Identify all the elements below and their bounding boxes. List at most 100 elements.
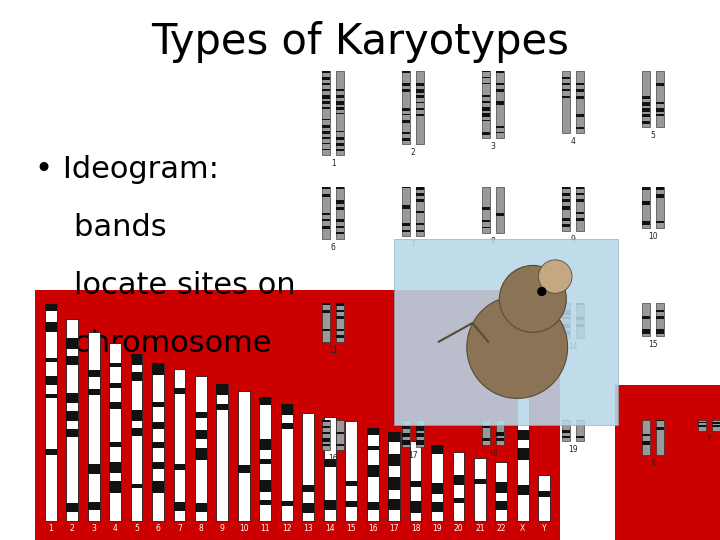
Bar — [336, 206, 343, 210]
Bar — [35, 290, 560, 540]
Bar — [562, 199, 570, 202]
Bar — [562, 90, 570, 91]
Text: 19: 19 — [432, 524, 442, 533]
Bar — [88, 370, 99, 377]
Bar — [346, 421, 357, 521]
Bar — [415, 427, 423, 430]
Bar — [45, 358, 57, 362]
Bar — [238, 465, 250, 472]
Text: 18: 18 — [411, 524, 420, 533]
Bar — [366, 502, 379, 510]
Bar — [415, 199, 423, 202]
Bar — [495, 71, 503, 72]
Text: chromosome: chromosome — [35, 329, 271, 358]
Bar — [656, 102, 664, 104]
Bar — [415, 187, 423, 190]
Bar — [562, 303, 570, 339]
Bar — [642, 102, 650, 106]
Text: 17: 17 — [408, 451, 418, 460]
Bar — [336, 310, 343, 312]
Bar — [152, 362, 164, 375]
Bar — [130, 428, 143, 436]
Bar — [642, 420, 650, 455]
Text: 13: 13 — [303, 524, 313, 533]
Bar — [388, 432, 400, 442]
Bar — [402, 224, 410, 226]
Bar — [259, 397, 271, 521]
Bar — [642, 114, 650, 117]
Bar — [322, 187, 330, 239]
Bar — [517, 376, 528, 521]
Bar — [562, 318, 570, 319]
Bar — [88, 502, 99, 510]
Bar — [495, 482, 508, 494]
Text: 21: 21 — [475, 524, 485, 533]
Bar — [109, 383, 121, 388]
Bar — [152, 402, 164, 407]
Bar — [88, 389, 99, 395]
Bar — [410, 441, 421, 521]
Bar — [322, 219, 330, 221]
Bar — [482, 119, 490, 122]
Bar — [656, 316, 664, 320]
Bar — [698, 426, 706, 427]
Bar — [130, 484, 143, 488]
Text: 5: 5 — [651, 131, 656, 140]
Bar — [336, 335, 343, 338]
Text: • Ideogram:: • Ideogram: — [35, 155, 219, 184]
Bar — [482, 107, 490, 111]
Bar — [402, 132, 410, 134]
Bar — [642, 221, 650, 225]
Bar — [656, 83, 664, 86]
Bar — [336, 94, 343, 98]
Bar — [517, 376, 528, 385]
Bar — [562, 71, 570, 133]
Text: 4: 4 — [112, 524, 117, 533]
Bar — [482, 101, 490, 103]
Bar — [656, 329, 664, 334]
Bar — [402, 420, 410, 447]
Bar — [615, 385, 720, 540]
Bar — [495, 420, 503, 444]
Bar — [322, 303, 330, 305]
Text: 9: 9 — [571, 234, 575, 244]
Text: 16: 16 — [328, 454, 338, 463]
Bar — [482, 95, 490, 97]
Bar — [453, 475, 464, 485]
Bar — [322, 420, 330, 422]
Bar — [322, 137, 330, 139]
Bar — [402, 205, 410, 209]
Bar — [482, 426, 490, 428]
Bar — [415, 230, 423, 232]
Bar — [642, 120, 650, 124]
Bar — [402, 107, 410, 111]
Bar — [415, 187, 423, 235]
Text: 5: 5 — [134, 524, 139, 533]
Bar — [259, 480, 271, 492]
Bar — [656, 310, 664, 312]
Bar — [656, 187, 664, 228]
Bar — [152, 442, 164, 448]
Bar — [45, 394, 57, 398]
Bar — [336, 303, 343, 342]
Bar — [575, 187, 584, 231]
Bar — [410, 501, 421, 514]
Bar — [302, 413, 314, 521]
Bar — [642, 201, 650, 205]
Bar — [642, 187, 650, 191]
Bar — [482, 420, 490, 444]
Bar — [474, 479, 486, 484]
Text: 12: 12 — [282, 524, 292, 533]
Bar — [482, 132, 490, 135]
Bar — [174, 369, 185, 521]
Bar — [562, 430, 570, 433]
Bar — [366, 428, 379, 521]
Text: 11: 11 — [261, 524, 270, 533]
Bar — [259, 501, 271, 504]
Bar — [562, 436, 570, 438]
Bar — [322, 310, 330, 313]
Bar — [322, 94, 330, 98]
Bar — [482, 220, 490, 222]
Bar — [322, 107, 330, 110]
Bar — [66, 356, 78, 365]
